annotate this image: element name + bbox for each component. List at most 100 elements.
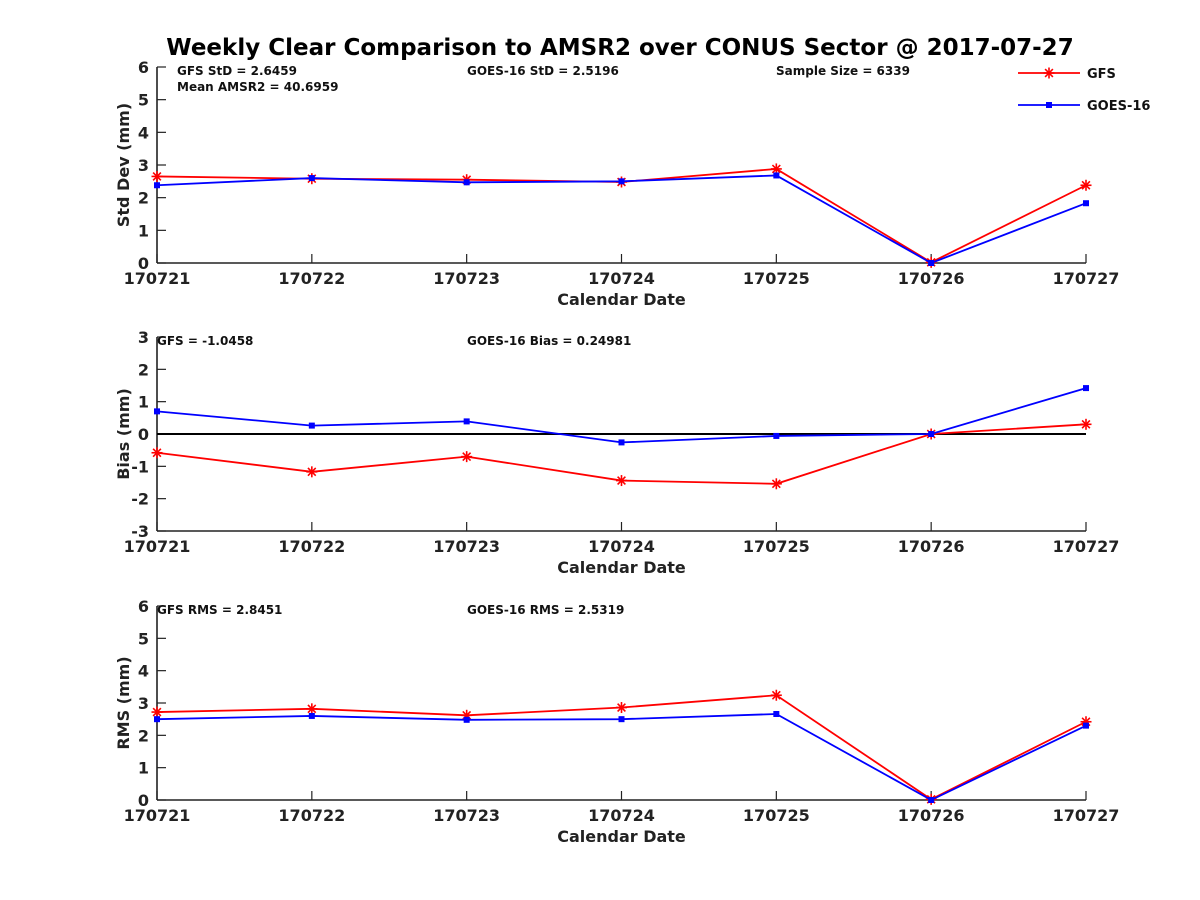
chart-title: Weekly Clear Comparison to AMSR2 over CO… (166, 35, 1073, 61)
x-tick-label: 170722 (278, 806, 345, 825)
data-point-goes-16 (308, 712, 315, 719)
data-point-gfs (770, 689, 782, 701)
chart-panel-3: 0 1 2 3 4 5 6 170721 170722 170723 170724 170725 170… (114, 597, 1119, 846)
y-tick-label: 0 (138, 791, 149, 810)
x-tick-label: 170724 (588, 269, 655, 288)
y-tick-label: 3 (138, 156, 149, 175)
data-point-goes-16 (773, 710, 780, 717)
data-point-goes-16 (1083, 385, 1089, 392)
legend-entry-gfs: GFS (1018, 67, 1116, 82)
data-point-gfs (616, 475, 627, 487)
y-axis-label: Bias (mm) (114, 388, 133, 480)
x-tick-label: 170727 (1053, 537, 1120, 556)
data-point-goes-16 (928, 797, 935, 803)
data-point-gfs (151, 706, 163, 718)
data-point-goes-16 (463, 179, 470, 186)
y-tick-label: 2 (138, 189, 149, 208)
x-tick-label: 170723 (433, 806, 500, 825)
x-tick-label: 170723 (433, 537, 500, 556)
data-point-goes-16 (463, 418, 470, 425)
data-point-goes-16 (308, 175, 315, 182)
x-tick-label: 170725 (743, 806, 810, 825)
stat-annotation: GOES-16 RMS = 2.5319 (467, 603, 624, 617)
y-tick-label: 6 (138, 597, 149, 616)
x-tick-label: 170722 (278, 537, 345, 556)
y-tick-label: 0 (138, 425, 149, 444)
x-axis-label: Calendar Date (557, 290, 686, 309)
y-tick-label: 1 (138, 393, 149, 412)
data-point-gfs (770, 478, 782, 490)
x-tick-label: 170722 (278, 269, 345, 288)
x-tick-label: 170723 (433, 269, 500, 288)
y-tick-label: 2 (138, 726, 149, 745)
y-tick-label: 5 (138, 629, 149, 648)
data-point-gfs (151, 447, 163, 459)
data-point-goes-16 (928, 431, 935, 437)
data-point-goes-16 (154, 408, 160, 415)
legend-label: GFS (1087, 67, 1116, 82)
data-point-goes-16 (773, 172, 780, 179)
data-point-gfs (1080, 179, 1092, 191)
y-tick-label: 1 (138, 759, 149, 778)
x-tick-label: 170727 (1053, 806, 1120, 825)
x-axis-label: Calendar Date (557, 827, 686, 846)
chart-panel-2: -3 -2 -1 0 1 2 3 170721 170722 170723 170724 170725… (114, 328, 1119, 577)
x-tick-label: 170721 (124, 806, 191, 825)
data-point-goes-16 (618, 716, 625, 723)
x-tick-label: 170726 (898, 537, 965, 556)
stat-annotation: GFS StD = 2.6459 (177, 64, 297, 78)
data-point-gfs (461, 451, 473, 463)
y-tick-label: -2 (131, 490, 149, 509)
data-point-goes-16 (308, 422, 315, 429)
stat-annotation: GFS RMS = 2.8451 (157, 603, 282, 617)
data-point-goes-16 (1083, 200, 1089, 207)
data-point-goes-16 (618, 439, 625, 446)
x-tick-label: 170721 (124, 269, 191, 288)
data-point-goes-16 (463, 716, 470, 723)
legend-marker (1043, 67, 1055, 79)
x-tick-label: 170726 (898, 806, 965, 825)
data-point-goes-16 (928, 260, 935, 266)
x-axis-label: Calendar Date (557, 558, 686, 577)
y-tick-label: 3 (138, 328, 149, 347)
y-axis-label: RMS (mm) (114, 656, 133, 749)
stat-annotation: Mean AMSR2 = 40.6959 (177, 80, 338, 94)
series-line-goes-16 (156, 713, 1087, 802)
x-tick-label: 170725 (743, 537, 810, 556)
y-tick-label: 1 (138, 221, 149, 240)
data-point-goes-16 (154, 182, 160, 189)
y-tick-label: -3 (131, 522, 149, 541)
x-tick-label: 170724 (588, 806, 655, 825)
y-tick-label: 6 (138, 58, 149, 77)
data-point-goes-16 (773, 432, 780, 439)
y-tick-label: 4 (138, 662, 149, 681)
legend-entry-goes-16: GOES-16 (1018, 99, 1150, 114)
stat-annotation: Sample Size = 6339 (776, 64, 910, 78)
legend-label: GOES-16 (1087, 99, 1150, 114)
y-tick-label: 2 (138, 360, 149, 379)
data-point-gfs (151, 170, 163, 182)
data-point-goes-16 (154, 716, 160, 723)
data-point-goes-16 (1083, 722, 1089, 729)
x-tick-label: 170725 (743, 269, 810, 288)
y-tick-label: 0 (138, 254, 149, 273)
stat-annotation: GOES-16 Bias = 0.24981 (467, 334, 631, 348)
chart-panels: 0 1 2 3 4 5 6 170721 170722 170723 170724 170725 170… (114, 58, 1119, 846)
x-tick-label: 170726 (898, 269, 965, 288)
data-point-goes-16 (618, 178, 625, 185)
y-tick-label: -1 (131, 457, 149, 476)
series-line-goes-16 (156, 174, 1087, 264)
chart-panel-1: 0 1 2 3 4 5 6 170721 170722 170723 170724 170725 170… (114, 58, 1119, 309)
y-tick-label: 4 (138, 123, 149, 142)
x-tick-label: 170721 (124, 537, 191, 556)
legend-marker (1046, 102, 1052, 108)
data-point-gfs (306, 703, 318, 715)
data-point-gfs (306, 466, 318, 478)
chart-legend: GFS GOES-16 (1018, 67, 1150, 114)
stat-annotation: GFS = -1.0458 (157, 334, 253, 348)
x-tick-label: 170727 (1053, 269, 1120, 288)
stat-annotation: GOES-16 StD = 2.5196 (467, 64, 619, 78)
y-axis-label: Std Dev (mm) (114, 103, 133, 227)
data-point-gfs (1080, 418, 1092, 430)
